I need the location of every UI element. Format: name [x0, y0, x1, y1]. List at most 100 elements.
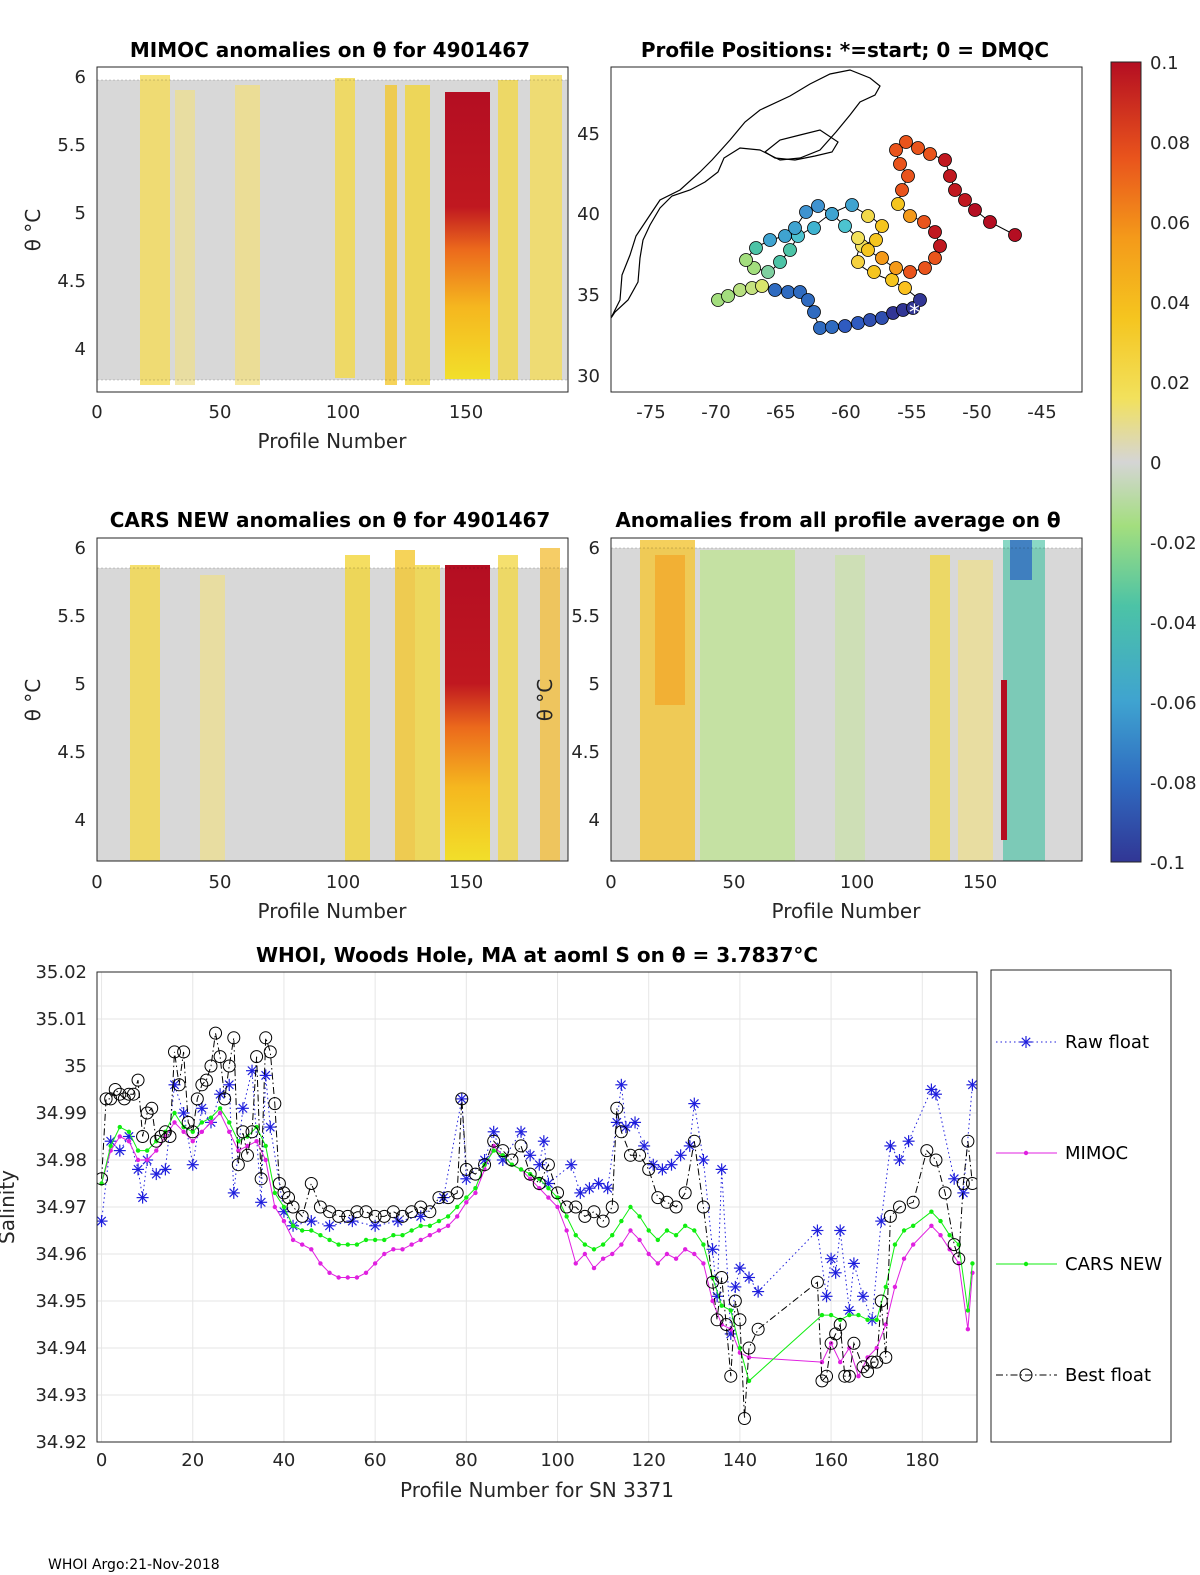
data-point-raw-float [323, 1219, 336, 1232]
colorbar-tick: 0.04 [1150, 293, 1190, 314]
profile-position-dot [928, 251, 942, 265]
data-point-cars-new [901, 1228, 907, 1233]
data-point-best-float [678, 1186, 692, 1200]
data-point-best-float [332, 1209, 346, 1223]
positions-xticks: -75 -70 -65 -60 -55 -50 -45 [636, 402, 1056, 423]
data-point-raw-float [697, 1154, 710, 1166]
profile-position-dot [861, 209, 875, 223]
data-point-best-float [965, 1177, 977, 1190]
data-point-cars-new [965, 1308, 971, 1313]
data-point-best-float [551, 1186, 565, 1200]
avg-ytick: 4 [589, 810, 600, 831]
profile-position-dot [895, 183, 909, 197]
data-point-cars-new [728, 1308, 733, 1313]
profile-position-dot [933, 239, 947, 253]
data-point-best-float [820, 1369, 834, 1383]
data-point-raw-float [305, 1215, 318, 1228]
data-point-best-float [145, 1101, 159, 1115]
profile-position-dot [739, 253, 753, 267]
data-point-mimoc [455, 1214, 460, 1219]
data-point-cars-new [181, 1124, 186, 1130]
data-point-mimoc [181, 1129, 186, 1135]
data-point-cars-new [227, 1120, 232, 1125]
profile-position-dot [928, 225, 942, 239]
data-point-best-float [614, 1125, 628, 1139]
profile-position-dot [869, 233, 883, 247]
data-point-raw-float [820, 1290, 833, 1303]
data-point-best-float [304, 1177, 318, 1190]
data-point-best-float [231, 1158, 245, 1172]
avg-xticks: 0 50 100 150 [605, 872, 997, 893]
data-point-mimoc [910, 1242, 916, 1247]
positions-xtick: -75 [636, 402, 665, 423]
data-point-raw-float [829, 1266, 842, 1279]
mimoc-ylabel: θ °C [21, 209, 45, 252]
data-point-raw-float [656, 1163, 669, 1176]
data-point-raw-float [629, 1116, 642, 1129]
data-point-raw-float [113, 1144, 126, 1157]
data-point-best-float [204, 1059, 218, 1073]
salinity-ytick: 34.92 [35, 1432, 87, 1453]
data-point-cars-new [309, 1228, 314, 1233]
data-point-cars-new [190, 1129, 195, 1135]
data-point-cars-new [856, 1312, 861, 1318]
profile-position-dot [861, 243, 875, 257]
profile-position-dot [901, 169, 915, 183]
data-point-cars-new [646, 1228, 651, 1233]
profile-position-dot [811, 199, 825, 213]
profile-position-dot [845, 198, 859, 212]
data-point-cars-new [117, 1124, 122, 1130]
data-point-raw-float [857, 1290, 870, 1303]
data-point-cars-new [418, 1223, 423, 1229]
data-point-cars-new [591, 1247, 597, 1252]
profile-position-dot [781, 285, 795, 299]
avg-xtick: 50 [723, 872, 746, 893]
legend-marker-cars-new [1023, 1261, 1029, 1267]
mimoc-ytick: 5 [75, 203, 86, 224]
salinity-legend: Raw float MIMOC CARS NEW Best float [990, 969, 1172, 1443]
data-point-raw-float [619, 1121, 632, 1134]
mimoc-ytick: 6 [75, 67, 86, 88]
avg-ytick: 4.5 [571, 742, 600, 763]
profile-position-dot [755, 279, 769, 293]
data-point-raw-float [893, 1154, 906, 1166]
data-point-best-float [696, 1200, 710, 1214]
data-point-raw-float [902, 1135, 915, 1148]
profile-position-dot [968, 203, 982, 217]
data-point-raw-float [843, 1304, 856, 1317]
cars-xtick: 0 [91, 872, 102, 893]
data-point-mimoc [464, 1200, 469, 1205]
data-point-mimoc [746, 1355, 752, 1360]
data-point-best-float [240, 1148, 254, 1162]
data-point-best-float [883, 1209, 897, 1223]
data-point-best-float [113, 1087, 127, 1101]
data-point-mimoc [619, 1242, 624, 1247]
profile-position-dot [885, 273, 899, 287]
mimoc-heatmap [97, 67, 568, 392]
data-point-best-float [222, 1059, 236, 1073]
legend-marker-best-float [1019, 1368, 1033, 1382]
mimoc-ytick: 4.5 [57, 271, 86, 292]
salinity-ytick: 34.97 [35, 1197, 87, 1218]
data-point-best-float [810, 1275, 824, 1289]
data-point-mimoc [227, 1129, 232, 1135]
coastline [611, 69, 881, 319]
data-point-raw-float [847, 1257, 860, 1270]
profile-position-dot [778, 229, 792, 243]
data-point-mimoc [354, 1275, 360, 1280]
data-point-best-float [195, 1078, 209, 1092]
profile-position-dot [899, 135, 913, 149]
data-point-best-float [879, 1350, 893, 1364]
data-point-mimoc [199, 1129, 205, 1135]
profile-position-dot [913, 293, 927, 307]
data-point-mimoc [281, 1218, 287, 1224]
data-point-mimoc [673, 1256, 679, 1261]
data-point-raw-float [97, 1215, 108, 1228]
positions-panel: Profile Positions: *=start; 0 = DMQC * 4… [577, 38, 1083, 423]
data-point-best-float [99, 1092, 113, 1106]
legend-label: Raw float [1065, 1032, 1149, 1053]
data-point-best-float [947, 1238, 961, 1252]
data-point-cars-new [208, 1115, 214, 1120]
data-point-cars-new [318, 1233, 323, 1238]
